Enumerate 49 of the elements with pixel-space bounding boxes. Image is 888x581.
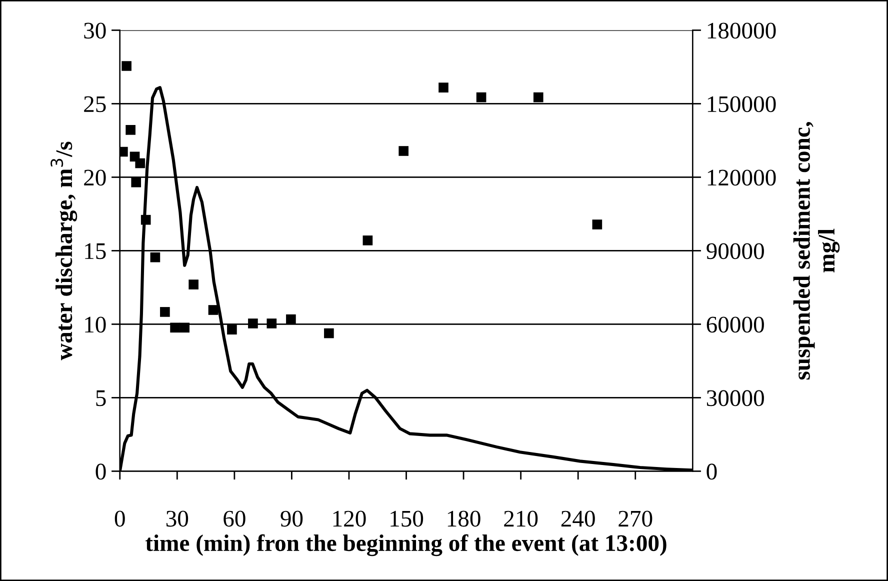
point bbox=[122, 61, 132, 71]
point bbox=[533, 92, 544, 102]
y2-tick-label: 180000 bbox=[708, 22, 776, 39]
y-tick-label: 25 bbox=[84, 96, 106, 112]
x-tick-label: 90 bbox=[280, 510, 303, 527]
x-tick-label: 270 bbox=[618, 510, 652, 527]
point bbox=[362, 236, 373, 246]
x-tick-label: 0 bbox=[114, 510, 125, 527]
y-tick-label: 15 bbox=[85, 243, 106, 260]
point bbox=[170, 322, 180, 333]
point bbox=[131, 177, 142, 188]
x-tick-label: 30 bbox=[166, 510, 188, 527]
x-tick-label: 150 bbox=[390, 510, 424, 527]
y2-tick-label: 150000 bbox=[708, 96, 776, 112]
point bbox=[208, 305, 218, 315]
point bbox=[266, 318, 277, 328]
x-axis-title: time (min) fron the beginning of the event (at 13:00) bbox=[146, 534, 666, 556]
point bbox=[438, 82, 448, 92]
point bbox=[188, 280, 198, 290]
point bbox=[135, 158, 146, 168]
y2-tick-label: 60000 bbox=[706, 316, 764, 333]
point bbox=[160, 307, 170, 317]
x-tick-label: 210 bbox=[504, 510, 538, 527]
x-tick-label: 120 bbox=[333, 510, 366, 527]
y-tick-label: 20 bbox=[84, 170, 106, 186]
y-tick-label: 10 bbox=[85, 316, 106, 333]
x-tick-label: 240 bbox=[561, 510, 595, 527]
y-axis-title: water discharge, m$^{3}$/s bbox=[50, 142, 78, 360]
point bbox=[398, 146, 408, 156]
y2-tick-label: 120000 bbox=[708, 170, 776, 186]
x-tick-label: 60 bbox=[224, 510, 246, 527]
point bbox=[180, 322, 190, 333]
point bbox=[126, 125, 136, 135]
y2-tick-label: 90000 bbox=[706, 243, 764, 260]
point bbox=[140, 214, 151, 225]
y-tick-label: 5 bbox=[96, 390, 106, 406]
point bbox=[286, 314, 296, 324]
y2-axis-title: suspended sediment conc, mg/l bbox=[793, 122, 840, 380]
point bbox=[248, 318, 258, 328]
point bbox=[592, 220, 602, 230]
point bbox=[227, 324, 237, 334]
x-tick-label: 180 bbox=[448, 510, 480, 527]
y2-tick-label: 0 bbox=[706, 464, 717, 480]
point bbox=[324, 328, 334, 338]
y-tick-label: 0 bbox=[96, 464, 106, 480]
point bbox=[476, 92, 486, 102]
y2-tick-label: 30000 bbox=[706, 390, 764, 406]
point bbox=[150, 252, 160, 262]
y-tick-label: 30 bbox=[84, 22, 106, 39]
